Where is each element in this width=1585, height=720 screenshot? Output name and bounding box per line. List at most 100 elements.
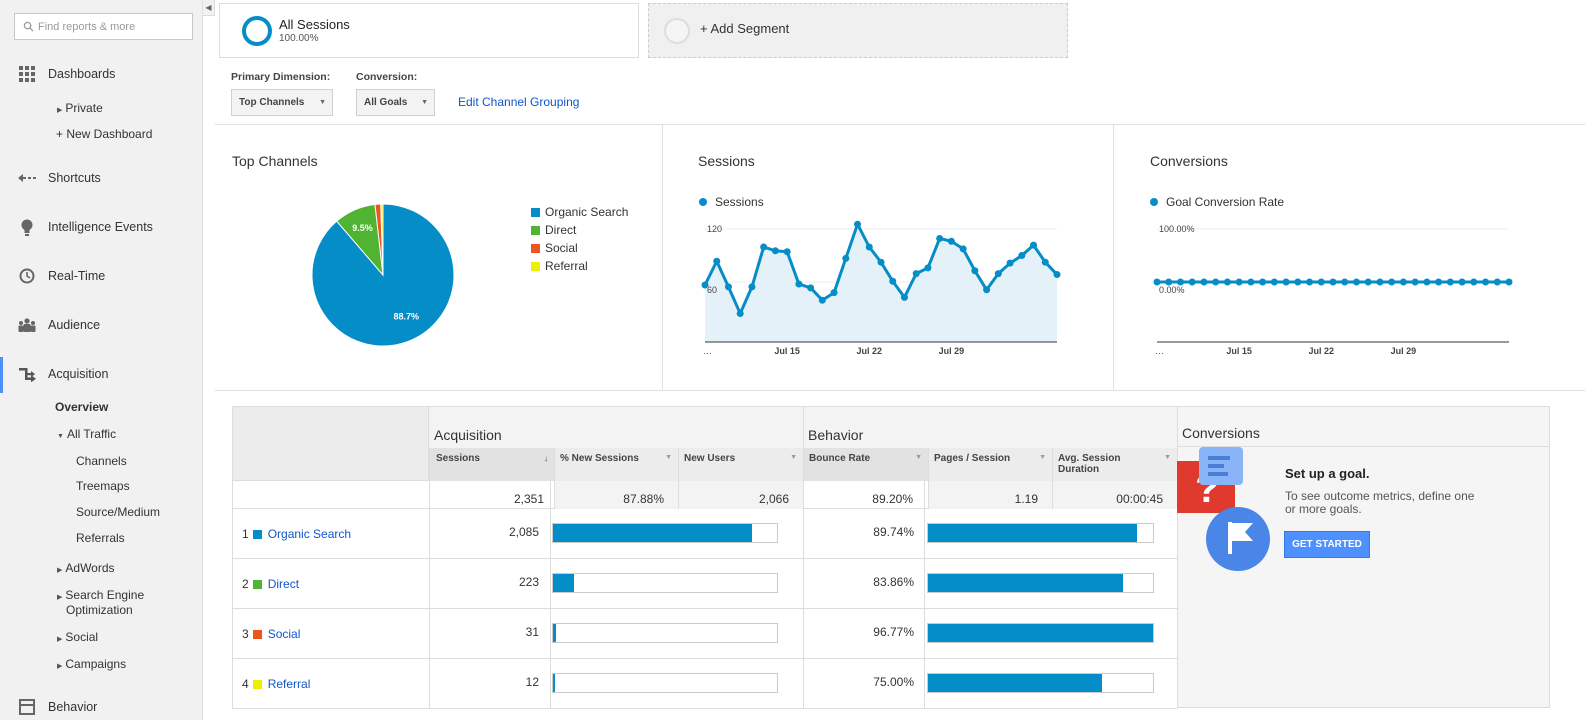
nav-acquisition[interactable]: Acquisition	[0, 357, 203, 391]
data-point[interactable]	[947, 237, 955, 245]
nav-seo[interactable]: ▶ Search Engine Optimization	[57, 589, 144, 617]
data-point[interactable]	[1282, 278, 1290, 286]
data-point[interactable]	[830, 289, 838, 297]
nav-new-dashboard[interactable]: + New Dashboard	[56, 127, 153, 141]
nav-adwords[interactable]: ▶ AdWords	[57, 561, 115, 575]
nav-overview[interactable]: Overview	[55, 400, 109, 414]
add-segment-button[interactable]: + Add Segment	[648, 3, 1068, 58]
data-point[interactable]	[1493, 278, 1501, 286]
nav-audience[interactable]: Audience	[0, 308, 203, 342]
data-point[interactable]	[1176, 278, 1184, 286]
conversion-dropdown[interactable]: All Goals ▼	[356, 89, 435, 116]
data-point[interactable]	[807, 284, 815, 292]
nav-shortcuts[interactable]: Shortcuts	[0, 161, 203, 195]
data-point[interactable]	[865, 243, 873, 251]
data-point[interactable]	[1470, 278, 1478, 286]
data-point[interactable]	[1212, 278, 1220, 286]
data-point[interactable]	[1435, 278, 1443, 286]
data-point[interactable]	[900, 293, 908, 301]
nav-referrals[interactable]: Referrals	[76, 531, 125, 545]
data-point[interactable]	[713, 257, 721, 265]
col-new-sessions[interactable]: % New Sessions ▼	[554, 448, 678, 481]
data-point[interactable]	[1041, 258, 1049, 266]
data-point[interactable]	[854, 220, 862, 228]
segment-all-sessions[interactable]: All Sessions 100.00%	[219, 3, 639, 58]
data-point[interactable]	[912, 270, 920, 278]
data-point[interactable]	[748, 283, 756, 291]
data-point[interactable]	[1352, 278, 1360, 286]
data-point[interactable]	[1446, 278, 1454, 286]
data-point[interactable]	[1006, 259, 1014, 267]
data-point[interactable]	[818, 296, 826, 304]
data-point[interactable]	[1482, 278, 1490, 286]
data-point[interactable]	[724, 283, 732, 291]
data-point[interactable]	[936, 234, 944, 242]
data-point[interactable]	[783, 248, 791, 256]
data-point[interactable]	[1399, 278, 1407, 286]
data-point[interactable]	[1423, 278, 1431, 286]
channel-link[interactable]: Social	[267, 627, 301, 641]
data-point[interactable]	[1259, 278, 1267, 286]
data-point[interactable]	[924, 264, 932, 272]
data-point[interactable]	[736, 310, 744, 317]
data-point[interactable]	[1200, 278, 1208, 286]
channel-link[interactable]: Referral	[267, 677, 311, 691]
primary-dimension-dropdown[interactable]: Top Channels ▼	[231, 89, 333, 116]
data-point[interactable]	[994, 270, 1002, 278]
data-point[interactable]	[1018, 252, 1026, 260]
nav-behavior[interactable]: Behavior	[0, 690, 203, 720]
data-point[interactable]	[1329, 278, 1337, 286]
data-point[interactable]	[1458, 278, 1466, 286]
data-point[interactable]	[771, 247, 779, 255]
pie-slice-referral[interactable]	[380, 203, 384, 276]
data-point[interactable]	[1030, 241, 1038, 249]
data-point[interactable]	[1306, 278, 1314, 286]
data-point[interactable]	[959, 245, 967, 253]
nav-source-medium[interactable]: Source/Medium	[76, 505, 161, 519]
nav-dashboards[interactable]: Dashboards	[0, 57, 203, 91]
data-point[interactable]	[1411, 278, 1419, 286]
data-point[interactable]	[1376, 278, 1384, 286]
edit-channel-grouping-link[interactable]: Edit Channel Grouping	[458, 95, 580, 109]
data-point[interactable]	[1247, 278, 1255, 286]
data-point[interactable]	[795, 280, 803, 288]
nav-intelligence[interactable]: Intelligence Events	[0, 210, 203, 244]
channel-link[interactable]: Organic Search	[267, 527, 352, 541]
data-point[interactable]	[971, 267, 979, 275]
col-new-users[interactable]: New Users ▼	[678, 448, 803, 481]
get-started-button[interactable]: GET STARTED	[1284, 531, 1370, 558]
nav-campaigns[interactable]: ▶ Campaigns	[57, 657, 126, 671]
data-point[interactable]	[1317, 278, 1325, 286]
data-point[interactable]	[1270, 278, 1278, 286]
col-avg-duration[interactable]: Avg. Session Duration ▼	[1052, 448, 1177, 481]
data-point[interactable]	[1188, 278, 1196, 286]
nav-all-traffic[interactable]: ▼ All Traffic	[57, 427, 116, 441]
col-bounce-rate[interactable]: Bounce Rate ▼	[803, 448, 928, 481]
data-point[interactable]	[1165, 278, 1173, 286]
col-pages-session[interactable]: Pages / Session ▼	[928, 448, 1052, 481]
data-point[interactable]	[1223, 278, 1231, 286]
nav-social[interactable]: ▶ Social	[57, 630, 98, 644]
data-point[interactable]	[1388, 278, 1396, 286]
nav-channels[interactable]: Channels	[76, 454, 127, 468]
data-point[interactable]	[842, 254, 850, 262]
data-point[interactable]	[889, 277, 897, 285]
data-point[interactable]	[760, 243, 768, 251]
data-point[interactable]	[983, 286, 991, 294]
data-point[interactable]	[1341, 278, 1349, 286]
data-point[interactable]	[1505, 278, 1513, 286]
col-sessions[interactable]: Sessions ↓	[429, 448, 554, 481]
data-point[interactable]	[1364, 278, 1372, 286]
nav-realtime[interactable]: Real-Time	[0, 259, 203, 293]
data-point[interactable]	[701, 281, 709, 289]
data-point[interactable]	[1235, 278, 1243, 286]
search-input[interactable]	[38, 20, 188, 33]
data-point[interactable]	[1153, 278, 1161, 286]
nav-private[interactable]: ▶ Private	[57, 101, 103, 115]
collapse-sidebar-button[interactable]: ◀	[203, 0, 215, 16]
data-point[interactable]	[1053, 271, 1061, 279]
data-point[interactable]	[1294, 278, 1302, 286]
data-point[interactable]	[877, 258, 885, 266]
channel-link[interactable]: Direct	[267, 577, 300, 591]
nav-treemaps[interactable]: Treemaps	[76, 479, 130, 493]
